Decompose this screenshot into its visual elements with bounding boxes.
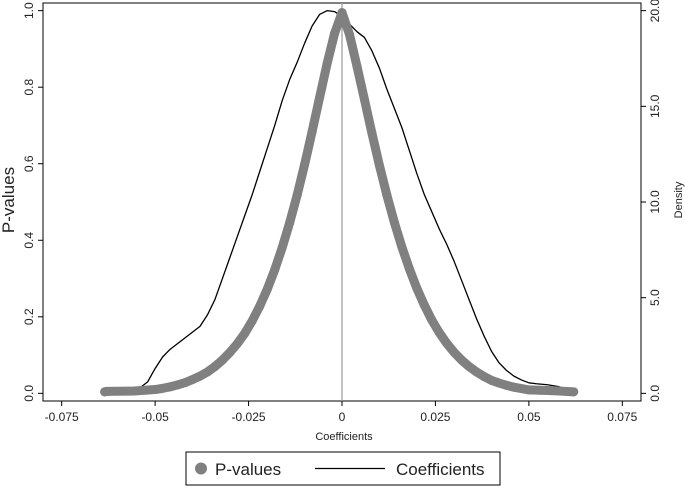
y-tick-label-right: 5.0 <box>648 289 662 306</box>
legend-label-pvalues: P-values <box>215 460 281 479</box>
pvalue-point <box>501 380 511 390</box>
pvalue-point <box>188 375 197 385</box>
y-tick-label-right: 0.0 <box>648 385 662 402</box>
y-tick-label-left: 0.6 <box>22 155 36 172</box>
pvalue-point <box>307 127 317 137</box>
pvalue-point <box>195 371 205 381</box>
pvalue-point <box>419 300 429 310</box>
pvalue-point <box>217 355 227 365</box>
pvalue-point <box>397 242 407 252</box>
pvalue-point <box>382 190 392 200</box>
density-line <box>102 10 574 393</box>
x-tick-label: 0.025 <box>420 410 450 424</box>
x-tick-label: 0.05 <box>517 410 541 424</box>
y-tick-label-right: 15.0 <box>648 94 662 118</box>
y-axis-left: 0.0 0.2 0.4 0.6 0.8 1.0 <box>22 2 43 402</box>
pvalue-point <box>434 327 444 337</box>
pvalue-point <box>374 160 384 170</box>
pvalue-point <box>322 59 332 69</box>
legend-label-coefficients: Coefficients <box>396 460 485 479</box>
pvalue-point <box>472 367 482 377</box>
pvalue-point <box>247 316 257 326</box>
pvalue-point <box>569 387 579 397</box>
pvalue-point <box>449 347 459 357</box>
pvalue-point <box>262 284 272 294</box>
pvalue-point <box>457 355 467 365</box>
pvalue-point <box>389 217 399 227</box>
pvalue-point <box>285 218 295 228</box>
x-tick-label: 0 <box>339 410 346 424</box>
legend: P-values Coefficients <box>185 451 501 486</box>
y-tick-label-right: 10.0 <box>648 190 662 214</box>
pvalue-point <box>479 372 489 382</box>
pvalue-points-group <box>100 8 579 397</box>
pvalue-point <box>337 8 347 18</box>
pvalue-point <box>464 362 474 372</box>
pvalue-point <box>359 94 369 104</box>
pvalue-point <box>240 328 250 338</box>
pvalue-point <box>427 315 437 325</box>
y-tick-label-left: 1.0 <box>22 2 36 19</box>
x-tick-label: -0.025 <box>232 410 266 424</box>
pvalue-point <box>292 190 302 200</box>
legend-marker-pvalues <box>195 462 207 475</box>
pvalue-band <box>100 8 579 397</box>
y-tick-label-left: 0.0 <box>22 385 36 402</box>
pvalue-point <box>158 383 168 393</box>
density-line-group <box>102 10 574 393</box>
pvalue-point <box>404 264 414 274</box>
pvalue-point <box>165 382 175 392</box>
pvalue-point <box>487 375 496 385</box>
pvalue-point <box>173 380 183 390</box>
x-tick-label: -0.075 <box>45 410 79 424</box>
pvalue-point <box>330 29 340 39</box>
pvalue-point <box>412 283 422 293</box>
pvalue-point <box>270 265 280 275</box>
pvalue-point <box>367 128 377 138</box>
x-tick-label: 0.075 <box>607 410 637 424</box>
pvalue-point <box>509 382 519 392</box>
pvalue-point <box>300 159 310 169</box>
pvalue-point <box>554 386 564 396</box>
y-tick-label-left: 0.4 <box>22 232 36 249</box>
y-tick-label-left: 0.2 <box>22 308 36 325</box>
pvalue-point <box>277 243 287 253</box>
pvalue-point <box>535 385 545 395</box>
pvalue-point <box>102 386 112 396</box>
y-axis-right: 0.0 5.0 10.0 15.0 20.0 <box>641 0 662 402</box>
pvalue-point <box>494 378 504 388</box>
pvalue-point <box>315 93 325 103</box>
pvalue-point <box>524 385 534 395</box>
y-axis-title-left: P-values <box>0 167 18 233</box>
pvalue-point <box>180 378 190 388</box>
pvalue-point <box>344 29 354 39</box>
x-tick-label: -0.05 <box>141 410 169 424</box>
pvalue-point <box>202 367 212 377</box>
x-axis-title: Coefficients <box>315 431 373 443</box>
pvalue-point <box>352 61 362 71</box>
y-tick-label-left: 0.8 <box>22 79 36 96</box>
y-axis-title-right: Density <box>673 181 685 218</box>
pvalue-point <box>255 301 265 311</box>
pvalue-point <box>442 338 452 348</box>
pvalue-point <box>546 386 556 396</box>
pvalue-point <box>150 385 160 395</box>
pvalue-point <box>210 362 220 372</box>
pvalue-point <box>232 339 242 349</box>
x-axis: -0.075 -0.05 -0.025 0 0.025 0.05 0.075 <box>45 401 638 424</box>
y-tick-label-right: 20.0 <box>648 0 662 22</box>
pvalue-point <box>225 347 235 357</box>
pvalue-point <box>130 386 140 396</box>
